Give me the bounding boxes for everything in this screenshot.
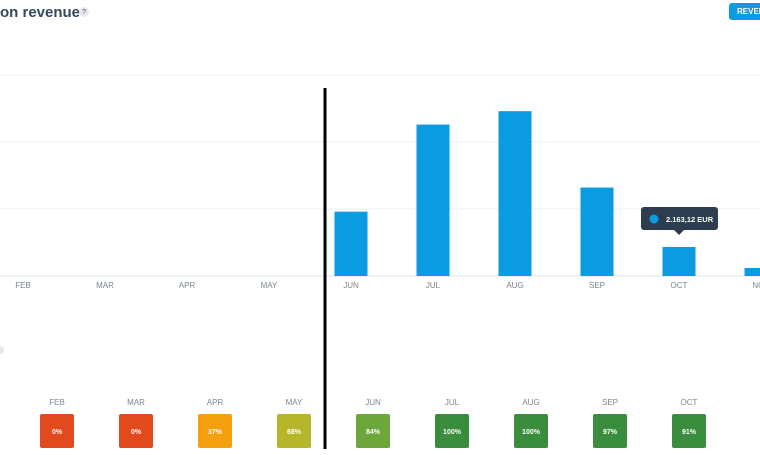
tile-label: 100% [522,429,541,436]
x-tick-label: MAY [261,281,278,290]
tooltip-arrow [674,230,684,236]
tile-label: 68% [287,429,302,436]
tile-label: 0% [131,429,142,436]
tile [672,414,706,448]
title: on revenue [0,4,80,21]
tile [40,414,74,448]
x-tick-label: NOV [752,281,760,290]
tile [514,414,548,448]
tile [356,414,390,448]
x-tick-label: JUL [426,281,441,290]
tile-month: JUL [445,398,460,407]
x-tick-label: OCT [671,281,688,290]
bar [744,267,760,276]
tile-month: APR [207,398,224,407]
revenue-button[interactable] [729,3,760,20]
tile-label: 100% [443,429,462,436]
tile-label: 0% [52,429,63,436]
button-label: REVEN [737,7,760,16]
bar [416,124,450,276]
x-tick-label: SEP [589,281,605,290]
x-tick-label: AUG [506,281,523,290]
help-icon-2[interactable] [0,346,4,354]
tile-month: MAY [286,398,303,407]
tile-month: JUN [365,398,381,407]
help-text: ? [82,9,86,16]
tile-month: AUG [522,398,539,407]
tile-label: 84% [366,429,381,436]
x-tick-label: FEB [15,281,31,290]
bar [334,211,368,276]
tile-label: 37% [208,429,223,436]
tile [198,414,232,448]
tile [277,414,311,448]
tooltip-dot [649,214,659,224]
help-icon[interactable] [79,7,89,17]
bar [580,187,614,276]
tooltip-label: 2.163,12 EUR [666,215,714,224]
x-tick-label: JUN [343,281,359,290]
tile [119,414,153,448]
tile-label: 91% [682,429,697,436]
x-tick-label: MAR [96,281,114,290]
bar [498,111,532,277]
tile-month: MAR [127,398,145,407]
tile-month: OCT [681,398,698,407]
x-tick-label: APR [179,281,196,290]
bar [662,247,696,276]
tile [435,414,469,448]
tile-month: FEB [49,398,65,407]
tile [593,414,627,448]
tooltip [641,207,718,231]
tile-label: 97% [603,429,618,436]
tile-month: SEP [602,398,618,407]
